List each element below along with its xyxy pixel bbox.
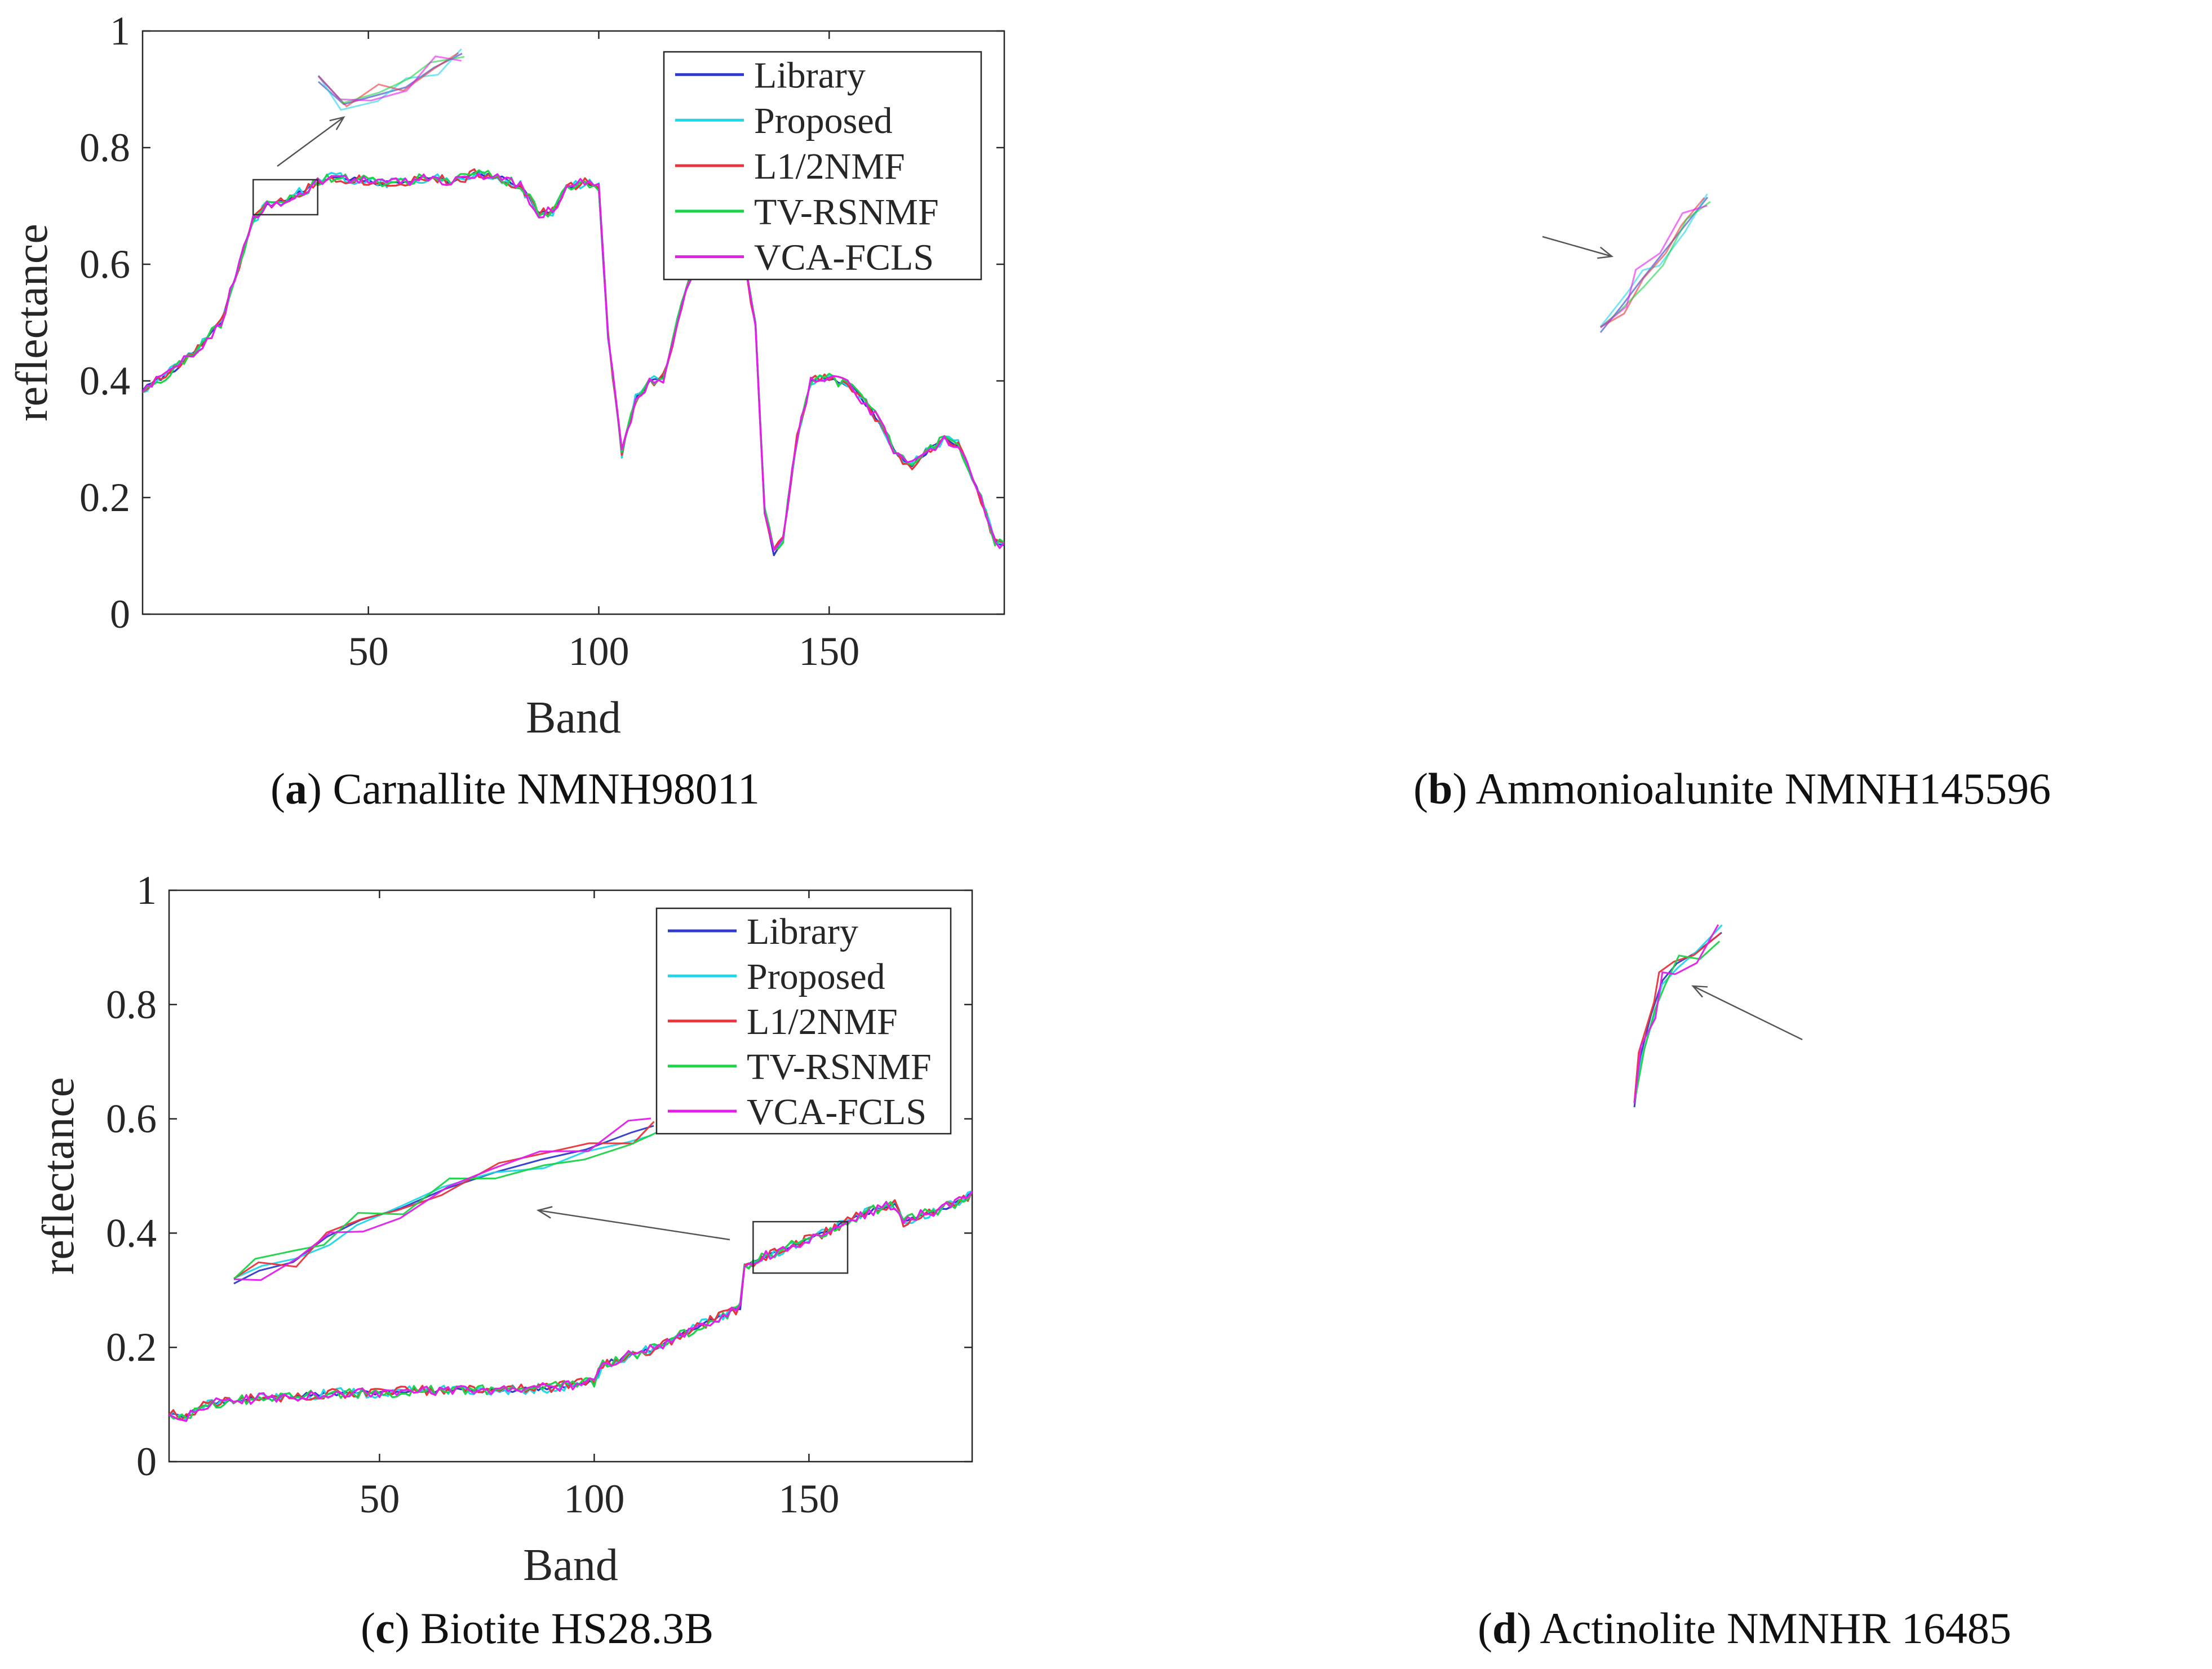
caption-letter: c xyxy=(375,1604,395,1653)
y-tick-label: 0.2 xyxy=(106,1325,157,1370)
y-tick-label: 0.8 xyxy=(106,982,157,1027)
caption-text: Ammonioalunite NMNH145596 xyxy=(1475,764,2051,813)
y-axis-label: reflectance xyxy=(7,224,57,421)
zoom-arrow xyxy=(538,1209,730,1241)
series-line-vca-fcls xyxy=(169,1191,972,1422)
zoom-arrow xyxy=(1542,236,1612,258)
panel-a: 50 100 150 0 0.2 0.4 0.6 0.8 1 Band reflectance Lib… xyxy=(0,0,1106,834)
inset-line-vca-fcls xyxy=(1600,205,1708,329)
x-tick-label: 100 xyxy=(568,629,629,674)
caption-text: Biotite HS28.3B xyxy=(420,1604,714,1653)
legend-label: VCA-FCLS xyxy=(754,237,934,278)
x-tick-label: 50 xyxy=(359,1476,400,1521)
x-tick-label: 150 xyxy=(799,629,859,674)
y-tick-label: 1 xyxy=(110,8,130,54)
legend-label: TV-RSNMF xyxy=(747,1046,932,1087)
zoom-box xyxy=(252,179,318,216)
legend-label: L1/2NMF xyxy=(747,1001,898,1042)
y-tick-label: 0.8 xyxy=(79,125,130,170)
zoom-arrow-head xyxy=(1691,985,1708,998)
inset-line-proposed xyxy=(233,1134,651,1280)
inset-line-vca-fcls xyxy=(233,1117,651,1281)
chart-d: 5010015000.20.40.60.81BandreflectanceLib… xyxy=(180,868,1803,1590)
zoom-arrow-head xyxy=(1597,246,1614,259)
zoom-arrow xyxy=(277,116,344,167)
inset-line-library xyxy=(1599,197,1709,333)
inset-line-proposed xyxy=(1633,924,1723,1103)
series-line-vca-fcls xyxy=(143,173,1004,552)
caption-letter: d xyxy=(1492,1604,1517,1653)
inset-line-vca-fcls xyxy=(317,55,462,102)
inset-line-vca-fcls xyxy=(1633,924,1719,1104)
caption-a: (a) Carnallite NMNH98011 xyxy=(271,764,760,813)
y-tick-label: 0.6 xyxy=(79,242,130,287)
y-tick-label: 0.2 xyxy=(79,475,130,520)
legend-label: L1/2NMF xyxy=(754,146,905,187)
inset-line-tv-rsnmf xyxy=(233,1131,658,1280)
x-tick-label: 50 xyxy=(348,629,389,674)
legend-label: Library xyxy=(754,55,866,96)
caption-letter: b xyxy=(1428,764,1453,813)
y-axis-label: reflectance xyxy=(34,1077,83,1275)
panel-c: 50 100 150 0 0.2 0.4 0.6 0.8 1 Band reflectance Lib… xyxy=(0,834,1106,1666)
x-axis-label: Band xyxy=(526,693,621,743)
legend-label: VCA-FCLS xyxy=(747,1091,927,1133)
legend-label: Proposed xyxy=(754,100,893,141)
caption-c: (c) Biotite HS28.3B xyxy=(361,1604,714,1653)
y-tick-label: 0 xyxy=(136,1439,157,1484)
panel-b: 5010015000.20.40.60.81BandreflectanceLib… xyxy=(166,0,2212,834)
y-tick-label: 0.4 xyxy=(106,1210,157,1255)
series-group xyxy=(143,168,1004,556)
y-tick-label: 0 xyxy=(110,592,130,637)
caption-text: Actinolite NMNHR 16485 xyxy=(1540,1604,2011,1653)
y-tick-label: 1 xyxy=(136,868,157,913)
zoom-arrow-head xyxy=(536,1206,553,1219)
inset-line-l1-2nmf xyxy=(1633,932,1722,1103)
legend-label: Library xyxy=(747,911,858,952)
chart-a: 50 100 150 0 0.2 0.4 0.6 0.8 1 Band reflectance Lib… xyxy=(7,8,1005,743)
caption-d: (d) Actinolite NMNHR 16485 xyxy=(1478,1604,2011,1653)
panel-d: 5010015000.20.40.60.81BandreflectanceLib… xyxy=(180,834,2212,1666)
caption-b: (b) Ammonioalunite NMNH145596 xyxy=(1413,764,2051,813)
x-tick-label: 100 xyxy=(564,1476,624,1521)
chart-b: 5010015000.20.40.60.81BandreflectanceLib… xyxy=(166,8,1711,747)
x-tick-label: 150 xyxy=(778,1476,839,1521)
caption-text: Carnallite NMNH98011 xyxy=(333,764,760,813)
chart-c: 50 100 150 0 0.2 0.4 0.6 0.8 1 Band reflectance Lib… xyxy=(34,868,973,1590)
inset-line-proposed xyxy=(317,48,462,111)
zoom-arrow xyxy=(1692,985,1803,1041)
legend-label: Proposed xyxy=(747,956,885,997)
y-tick-label: 0.4 xyxy=(79,358,130,403)
x-axis-label: Band xyxy=(523,1541,618,1590)
caption-letter: a xyxy=(285,764,307,813)
legend-label: TV-RSNMF xyxy=(754,192,939,233)
inset-line-proposed xyxy=(1599,193,1708,327)
zoom-arrow-head xyxy=(329,116,345,130)
zoom-box xyxy=(752,1220,849,1274)
y-tick-label: 0.6 xyxy=(106,1097,157,1142)
